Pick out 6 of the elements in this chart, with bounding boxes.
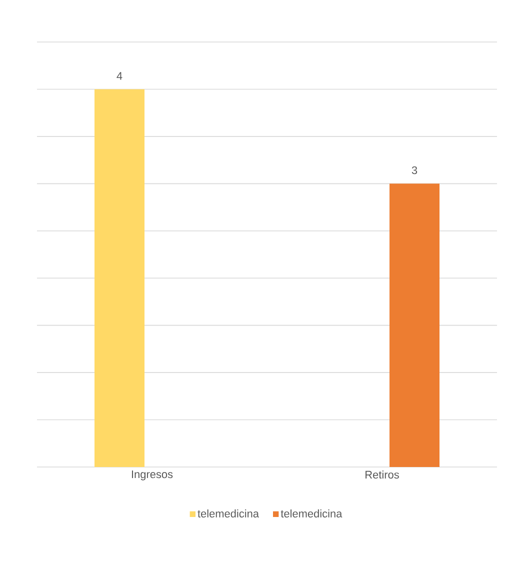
legend-label: telemedicina (198, 509, 259, 518)
legend-label: telemedicina (280, 509, 342, 518)
x-tick-label: Ingresos (132, 470, 173, 480)
data-label: 4 (116, 72, 122, 80)
x-tick-label: Retiros (366, 470, 399, 479)
data-label: 3 (412, 166, 418, 174)
